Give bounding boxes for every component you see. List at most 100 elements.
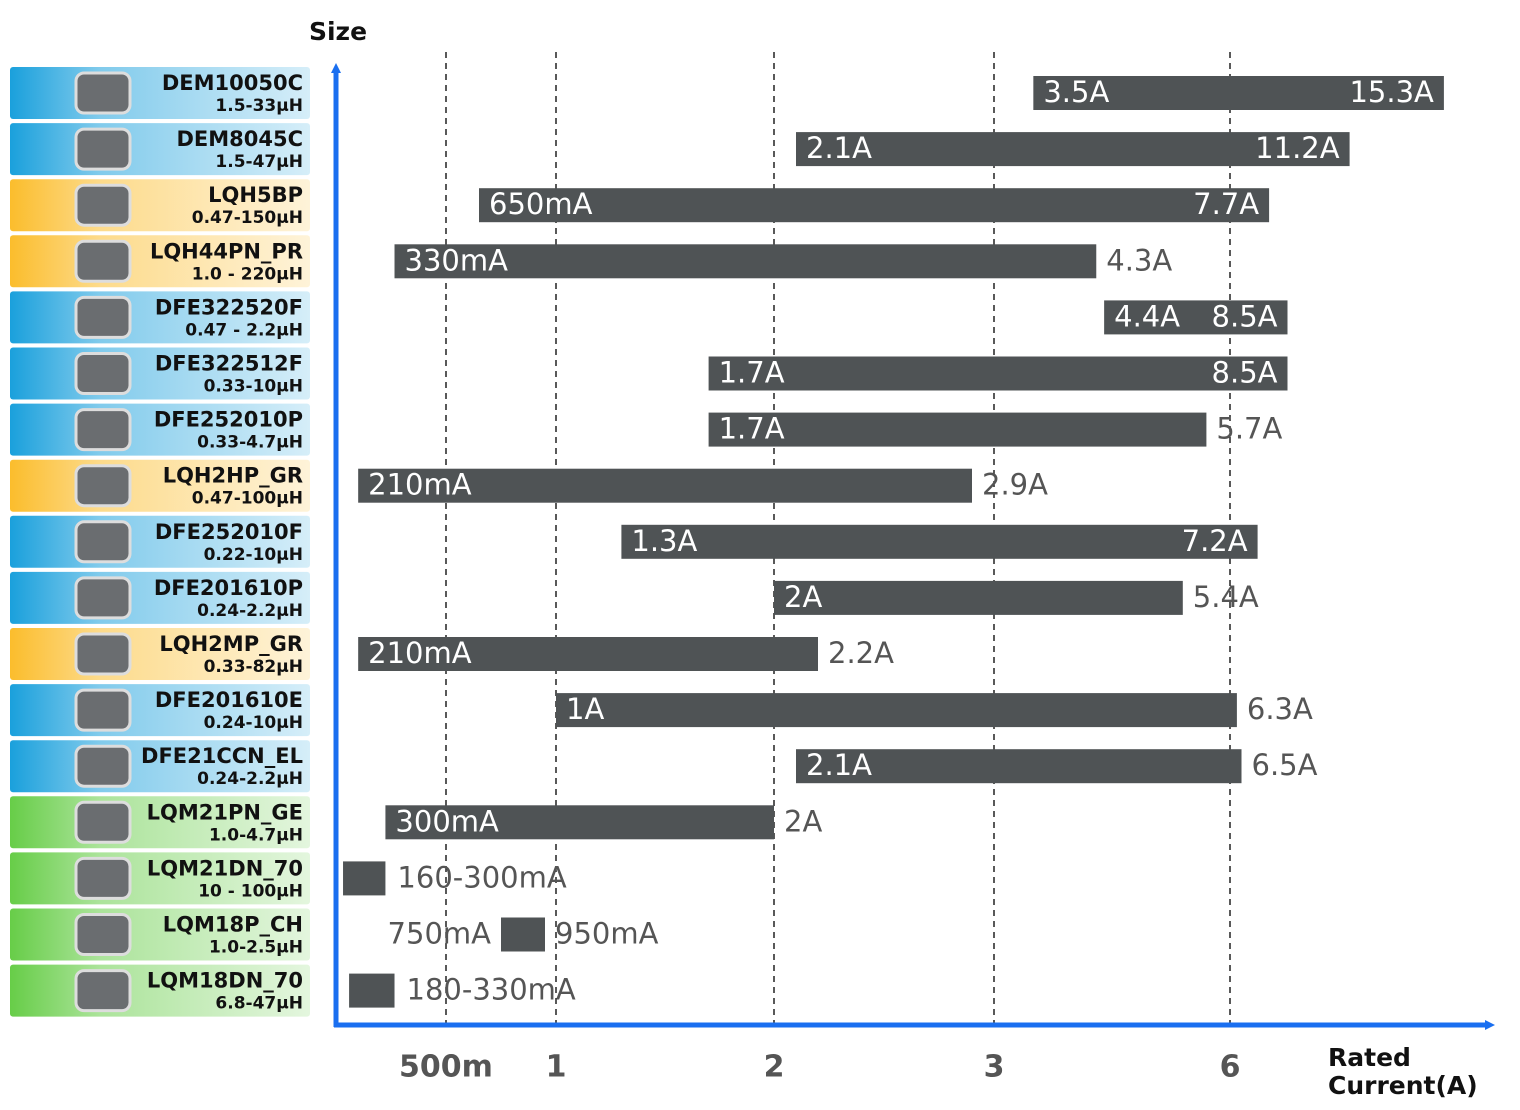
value-label: 3.5A (1043, 75, 1109, 109)
value-label: 2A (784, 580, 822, 614)
product-name: LQM18DN_70 (147, 969, 303, 993)
value-label: 5.4A (1193, 580, 1259, 614)
range-bar (708, 412, 1207, 447)
range-bar (343, 861, 386, 896)
value-label: 210mA (368, 636, 472, 670)
inductance: 1.0 - 220µH (192, 264, 303, 284)
inductance: 0.33-10µH (204, 377, 303, 397)
range-bar (556, 693, 1237, 728)
product-name: LQH2MP_GR (159, 632, 303, 656)
value-label: 15.3A (1349, 75, 1434, 109)
range-bar (394, 244, 1097, 279)
product-name: DFE252010P (154, 408, 303, 432)
product-name: DFE322520F (155, 295, 303, 319)
inductance: 10 - 100µH (198, 881, 303, 901)
range-bar (1033, 76, 1444, 110)
value-label: 11.2A (1255, 131, 1340, 165)
product-icon (74, 688, 132, 732)
range-bar (349, 973, 395, 1008)
range-bar (358, 637, 818, 671)
product-icon (74, 632, 132, 676)
x-tick-label: 3 (984, 1050, 1005, 1085)
value-label: 1.7A (719, 412, 785, 446)
value-label: 330mA (405, 243, 509, 277)
inductance: 0.33-82µH (204, 657, 303, 677)
range-bar (501, 917, 545, 952)
product-icon (74, 464, 132, 508)
range-bar (385, 805, 774, 840)
inductance: 1.5-33µH (215, 96, 303, 116)
value-label: 6.3A (1247, 692, 1313, 726)
product-icon (74, 183, 132, 227)
product-name: LQM21DN_70 (147, 856, 303, 880)
product-name: DFE322512F (155, 352, 303, 376)
value-label: 210mA (368, 468, 472, 502)
value-label: 8.5A (1212, 356, 1278, 390)
x-tick-label: 500m (399, 1050, 493, 1085)
product-name: DEM10050C (162, 71, 303, 95)
product-icon (74, 744, 132, 788)
product-name: DFE21CCN_EL (141, 744, 303, 768)
inductance: 1.5-47µH (215, 152, 303, 172)
value-label: 2.9A (982, 468, 1048, 502)
value-label: 2.1A (806, 748, 872, 782)
value-label: 7.7A (1193, 187, 1259, 221)
value-label: 5.7A (1216, 412, 1282, 446)
value-label: 300mA (395, 804, 499, 838)
value-label: 180-330mA (407, 973, 576, 1007)
range-bar (479, 188, 1270, 223)
inductance: 0.24-10µH (204, 713, 303, 733)
value-label: 1.3A (631, 524, 697, 558)
inductance: 0.24-2.2µH (197, 769, 303, 789)
product-name: DEM8045C (176, 127, 303, 151)
product-icon (74, 127, 132, 171)
product-icon (74, 576, 132, 620)
value-label: 160-300mA (397, 860, 566, 894)
x-tick-label: 2 (764, 1050, 785, 1085)
value-label: 7.2A (1182, 524, 1248, 558)
inductance: 0.47 - 2.2µH (185, 320, 303, 340)
value-label: 1A (566, 692, 604, 726)
y-axis-label: Size (309, 17, 367, 46)
inductance: 0.47-150µH (192, 208, 303, 228)
inductance: 0.33-4.7µH (197, 433, 303, 453)
x-axis-label: Rated Current(A) (1328, 1043, 1478, 1100)
product-name: LQM18P_CH (163, 913, 303, 937)
product-icon (74, 71, 132, 115)
product-name: LQM21PN_GE (147, 800, 303, 824)
inductance: 1.0-2.5µH (209, 938, 303, 958)
product-icon (74, 352, 132, 395)
product-name: LQH44PN_PR (150, 239, 303, 263)
inductance: 1.0-4.7µH (209, 825, 303, 845)
product-name: DFE201610P (154, 576, 303, 600)
value-label: 8.5A (1212, 299, 1278, 333)
range-bar (1104, 300, 1288, 335)
product-icon (74, 295, 132, 339)
range-bar (708, 356, 1288, 391)
range-bar (358, 468, 973, 503)
product-icon (74, 408, 132, 452)
value-label: 2.2A (828, 636, 894, 670)
product-icon (74, 239, 132, 283)
product-name: DFE201610E (155, 688, 303, 712)
product-name: LQH2HP_GR (163, 464, 303, 488)
x-tick-label: 1 (546, 1050, 567, 1085)
product-name: LQH5BP (208, 183, 303, 207)
inductance: 0.22-10µH (204, 545, 303, 565)
product-icon (74, 800, 132, 844)
range-bar (621, 524, 1258, 559)
value-label: 4.3A (1106, 243, 1172, 277)
value-label: 1.7A (719, 356, 785, 390)
range-bar (796, 132, 1350, 167)
range-bar (796, 749, 1242, 784)
range-bar (774, 580, 1183, 615)
inductance: 6.8-47µH (215, 994, 303, 1014)
product-icon (74, 856, 132, 900)
value-label: 950mA (555, 917, 659, 951)
product-icon (74, 520, 132, 564)
product-icon (74, 913, 132, 956)
value-label: 2A (784, 804, 822, 838)
inductance: 0.24-2.2µH (197, 601, 303, 621)
